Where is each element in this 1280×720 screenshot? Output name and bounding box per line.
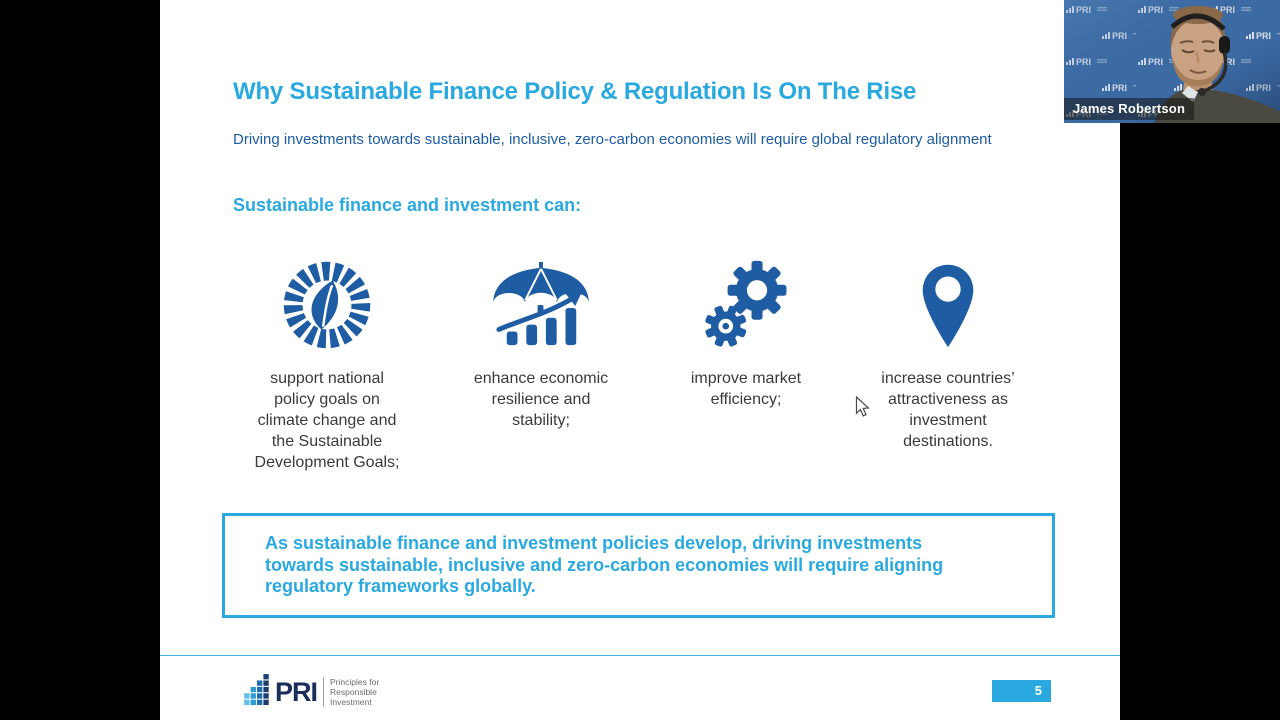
benefit-item-efficiency: improve market efficiency; (641, 254, 851, 410)
umbrella-growth-icon (487, 254, 595, 356)
webcam-tile[interactable]: PRI PRI (1064, 0, 1280, 123)
benefit-caption: improve market efficiency; (690, 370, 802, 408)
pri-logo-wordmark: PRI (275, 676, 318, 707)
footer-divider-line (160, 655, 1120, 656)
callout-text: As sustainable finance and investment po… (265, 533, 944, 596)
logo-divider (323, 676, 325, 707)
benefit-caption: support national policy goals on climate… (254, 370, 400, 471)
callout-box: As sustainable finance and investment po… (222, 513, 1055, 618)
benefit-caption: enhance economic resilience and stabilit… (473, 370, 609, 429)
slide-title: Why Sustainable Finance Policy & Regulat… (233, 78, 917, 105)
benefit-item-attractiveness: increase countries’ attractiveness as in… (843, 254, 1053, 452)
benefit-caption: increase countries’ attractiveness as in… (881, 370, 1015, 450)
map-pin-icon (915, 254, 981, 356)
slide-subtitle: Driving investments towards sustainable,… (233, 131, 992, 148)
section-heading: Sustainable finance and investment can: (233, 195, 582, 215)
participant-name-label: James Robertson (1064, 98, 1195, 120)
benefit-item-national-policy: support national policy goals on climate… (222, 254, 432, 473)
pri-logo-tagline: Principles for Responsible Investment (330, 676, 380, 707)
presentation-slide: Why Sustainable Finance Policy & Regulat… (160, 0, 1120, 720)
pri-logo: PRI Principles for Responsible Investmen… (244, 673, 379, 710)
pri-barchart-icon (244, 673, 270, 710)
leaf-ring-icon (280, 254, 374, 356)
mouse-cursor (855, 395, 871, 423)
benefit-item-resilience: enhance economic resilience and stabilit… (436, 254, 646, 431)
page-number-badge: 5 (992, 680, 1051, 702)
gears-icon (700, 254, 792, 356)
